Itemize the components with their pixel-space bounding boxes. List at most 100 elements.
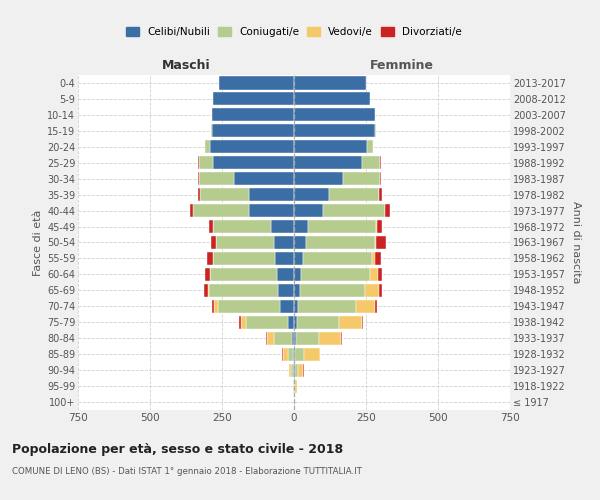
Bar (295, 380, 296, 392)
Bar (305, 236, 374, 249)
Bar (294, 316, 297, 329)
Bar (356, 300, 374, 313)
Bar (214, 220, 271, 233)
Bar (294, 348, 295, 360)
Bar (302, 252, 372, 265)
Bar (293, 348, 294, 360)
Bar (214, 156, 294, 170)
Bar (301, 268, 370, 281)
Bar (294, 236, 305, 249)
Bar (250, 204, 294, 217)
Bar (288, 348, 293, 360)
Text: Femmine: Femmine (370, 59, 434, 72)
Bar (190, 204, 193, 217)
Bar (294, 156, 362, 170)
Bar (292, 332, 294, 345)
Bar (294, 268, 301, 281)
Bar (379, 284, 382, 297)
Bar (277, 268, 294, 281)
Bar (209, 220, 213, 233)
Bar (271, 220, 294, 233)
Bar (219, 76, 294, 90)
Bar (362, 156, 380, 170)
Bar (374, 252, 381, 265)
Bar (288, 316, 294, 329)
Bar (267, 332, 274, 345)
Bar (377, 220, 382, 233)
Bar (367, 140, 373, 153)
Bar (370, 268, 377, 281)
Bar (374, 236, 376, 249)
Bar (250, 188, 294, 201)
Bar (199, 156, 214, 170)
Bar (274, 236, 294, 249)
Bar (209, 284, 278, 297)
Bar (362, 316, 363, 329)
Bar (379, 188, 382, 201)
Bar (294, 140, 367, 153)
Bar (308, 220, 376, 233)
Bar (211, 140, 294, 153)
Bar (365, 284, 379, 297)
Bar (241, 316, 247, 329)
Bar (374, 300, 377, 313)
Bar (294, 124, 374, 138)
Y-axis label: Anni di nascita: Anni di nascita (571, 201, 581, 284)
Bar (214, 92, 294, 106)
Bar (372, 252, 374, 265)
Bar (294, 76, 366, 90)
Bar (300, 284, 365, 297)
Bar (214, 252, 275, 265)
Text: Maschi: Maschi (161, 59, 211, 72)
Bar (198, 188, 200, 201)
Bar (212, 300, 214, 313)
Bar (247, 316, 288, 329)
Bar (294, 172, 343, 185)
Bar (212, 108, 294, 122)
Bar (380, 172, 381, 185)
Bar (211, 236, 216, 249)
Bar (207, 252, 213, 265)
Text: COMUNE DI LENO (BS) - Dati ISTAT 1° gennaio 2018 - Elaborazione TUTTITALIA.IT: COMUNE DI LENO (BS) - Dati ISTAT 1° genn… (12, 468, 362, 476)
Bar (294, 188, 329, 201)
Bar (266, 332, 267, 345)
Bar (298, 300, 356, 313)
Bar (214, 300, 218, 313)
Bar (294, 108, 374, 122)
Bar (295, 348, 304, 360)
Bar (294, 300, 298, 313)
Bar (341, 332, 342, 345)
Bar (304, 348, 320, 360)
Bar (289, 364, 291, 376)
Bar (218, 300, 280, 313)
Bar (294, 380, 295, 392)
Bar (338, 316, 362, 329)
Bar (211, 124, 212, 138)
Y-axis label: Fasce di età: Fasce di età (32, 210, 43, 276)
Bar (291, 364, 293, 376)
Bar (208, 284, 209, 297)
Bar (283, 348, 288, 360)
Bar (294, 204, 323, 217)
Bar (319, 332, 341, 345)
Bar (377, 268, 382, 281)
Bar (205, 268, 210, 281)
Bar (193, 204, 250, 217)
Bar (294, 92, 370, 106)
Bar (233, 172, 294, 185)
Bar (385, 204, 391, 217)
Bar (329, 188, 379, 201)
Bar (212, 124, 294, 138)
Bar (374, 124, 376, 138)
Bar (294, 252, 302, 265)
Bar (294, 332, 296, 345)
Bar (204, 284, 208, 297)
Bar (343, 172, 380, 185)
Bar (205, 140, 211, 153)
Bar (216, 236, 274, 249)
Bar (211, 268, 277, 281)
Bar (199, 172, 233, 185)
Bar (323, 204, 385, 217)
Bar (376, 236, 386, 249)
Bar (274, 332, 292, 345)
